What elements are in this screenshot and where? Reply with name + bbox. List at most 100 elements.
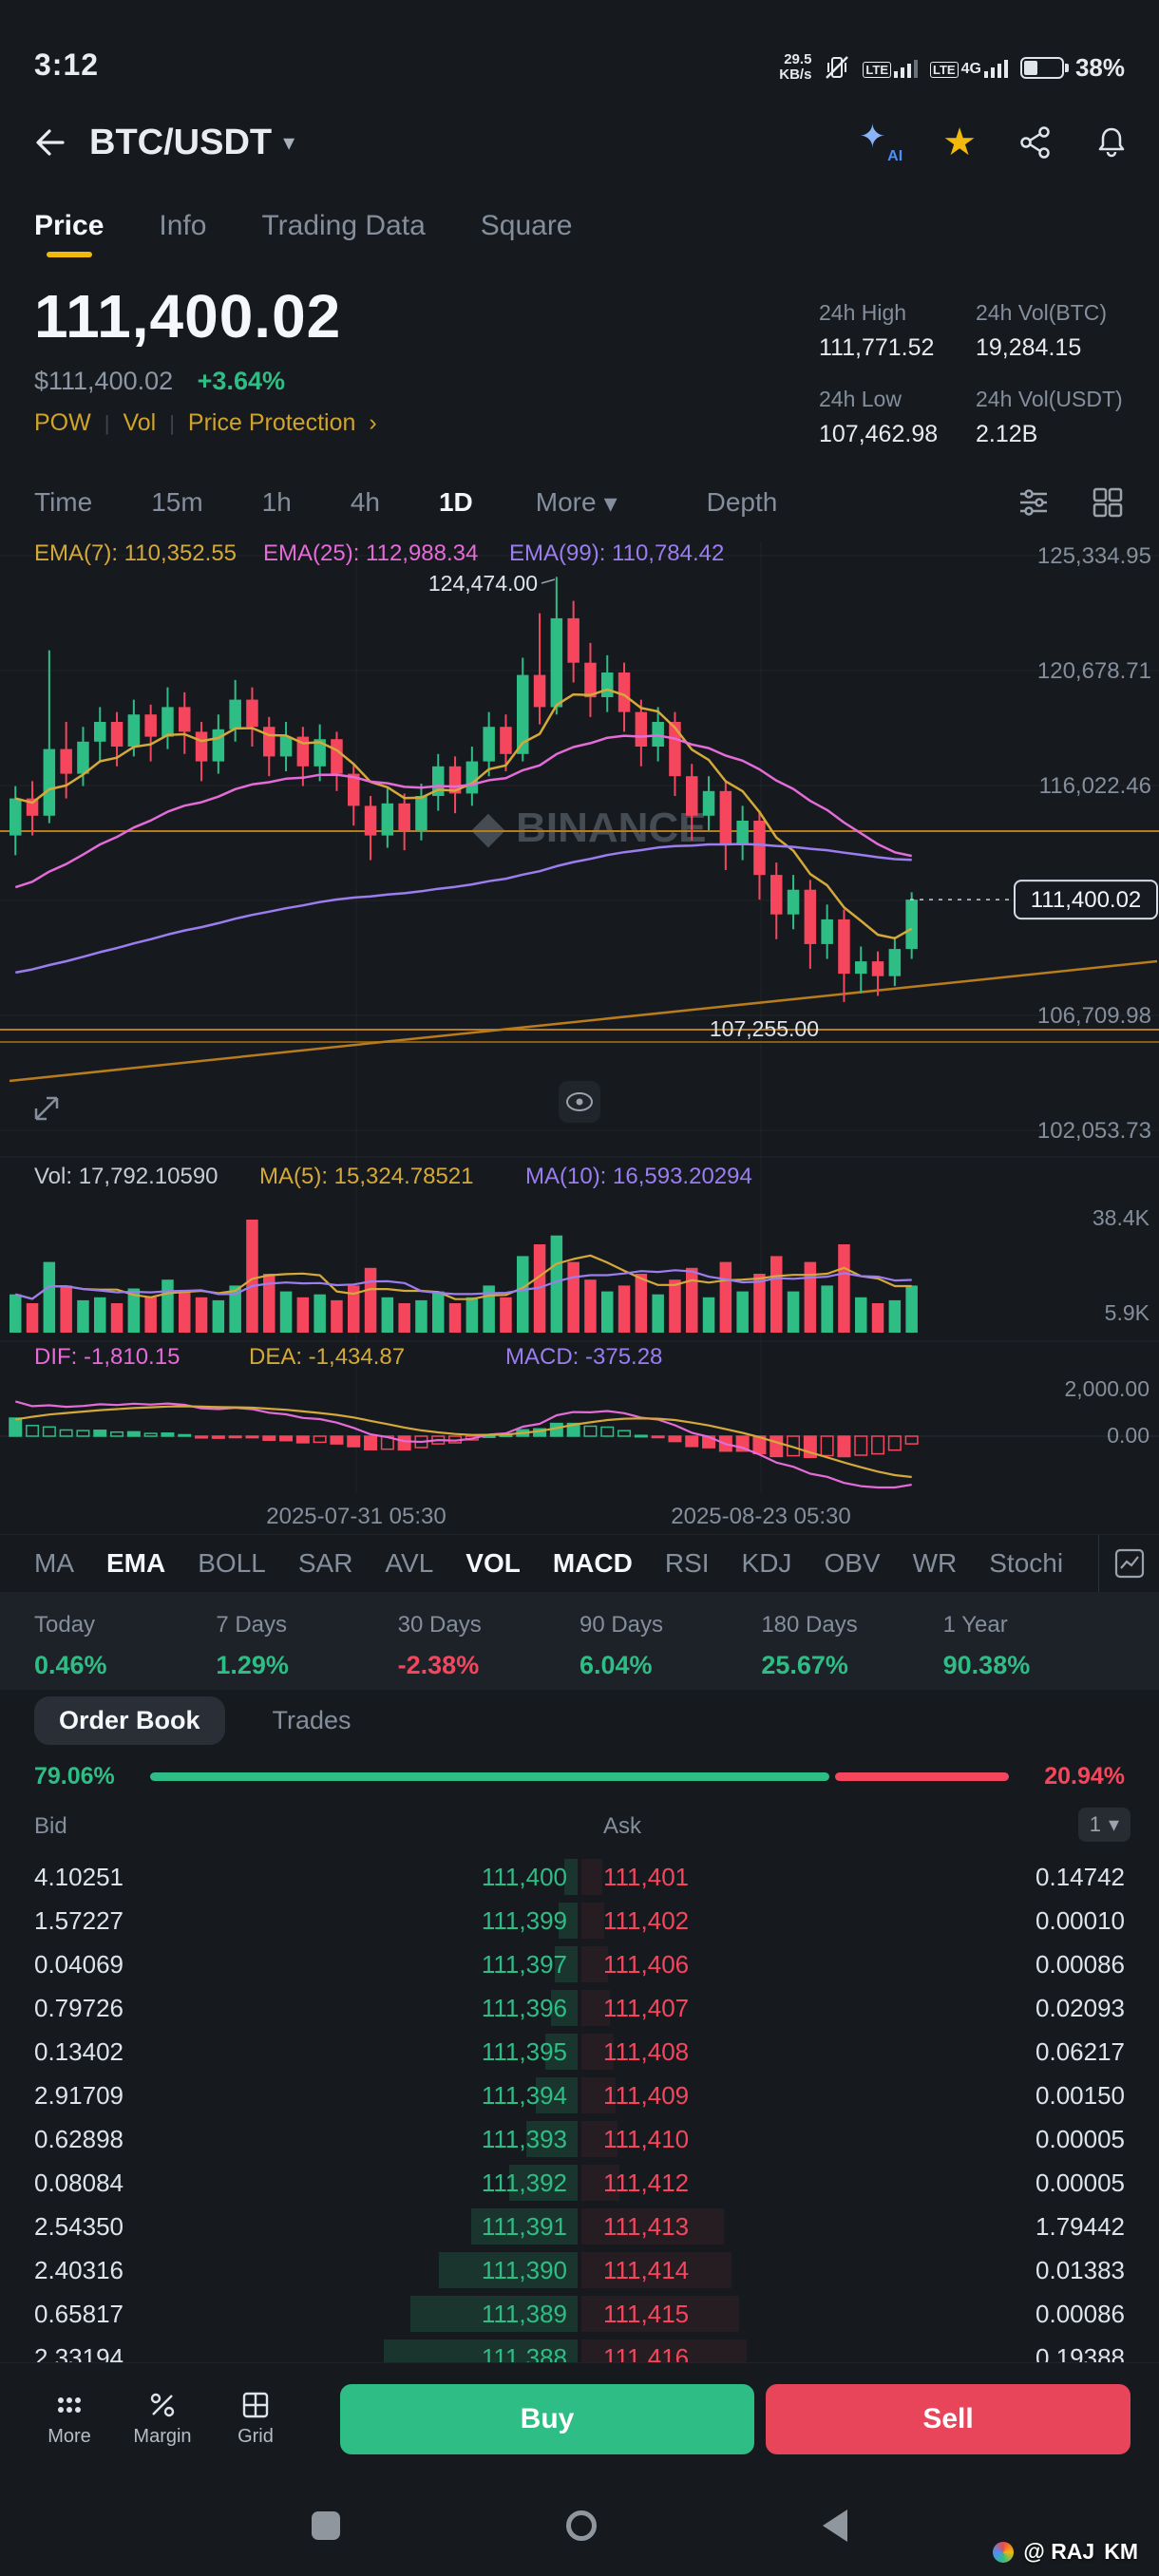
- ratio-bar: [150, 1771, 1009, 1781]
- ai-assistant-button[interactable]: ✦ AI: [859, 119, 902, 164]
- price-protection-link[interactable]: Price Protection: [187, 409, 356, 436]
- favorite-star-icon[interactable]: ★: [942, 122, 977, 163]
- price-chart[interactable]: ◆ BINANCE 124,474.00 107,255.00 111,400.02 1…: [0, 532, 1159, 1534]
- tab-info[interactable]: Info: [159, 209, 207, 241]
- back-arrow-icon: [36, 129, 65, 156]
- indicator-macd[interactable]: MACD: [552, 1548, 633, 1578]
- bid-price[interactable]: 111,396: [481, 1994, 567, 2022]
- ask-price[interactable]: 111,407: [603, 1994, 690, 2022]
- orderbook-row: 2.33194 111,388 111,416 0.19388: [0, 2336, 1159, 2362]
- perf-30-days: 30 Days -2.38%: [397, 1612, 482, 1679]
- indicator-obv[interactable]: OBV: [824, 1548, 881, 1578]
- pow-tag[interactable]: POW: [34, 409, 91, 436]
- precision-value: 1: [1089, 1812, 1101, 1836]
- layout-grid-icon[interactable]: [1091, 485, 1125, 520]
- ask-qty: 0.19388: [1036, 2343, 1125, 2362]
- tab-square[interactable]: Square: [480, 209, 573, 241]
- timeframe-1h[interactable]: 1h: [261, 487, 292, 517]
- chevron-down-icon: ▾: [1108, 1812, 1119, 1836]
- more-button[interactable]: More: [28, 2390, 110, 2448]
- bid-price[interactable]: 111,389: [481, 2300, 567, 2328]
- tab-trades[interactable]: Trades: [272, 1705, 352, 1734]
- precision-selector[interactable]: 1 ▾: [1077, 1808, 1130, 1842]
- bid-price[interactable]: 111,388: [481, 2343, 567, 2362]
- more-label: More: [535, 487, 597, 517]
- margin-button[interactable]: Margin: [122, 2390, 203, 2448]
- svg-text:5.9K: 5.9K: [1105, 1300, 1150, 1325]
- more-timeframes-button[interactable]: More ▾: [536, 487, 618, 519]
- grid-label: Grid: [238, 2426, 274, 2447]
- ask-price[interactable]: 111,402: [603, 1906, 690, 1935]
- bid-qty: 0.62898: [34, 2125, 124, 2153]
- indicator-ma[interactable]: MA: [34, 1548, 74, 1578]
- orderbook-row: 2.91709 111,394 111,409 0.00150: [0, 2074, 1159, 2117]
- indicator-rsi[interactable]: RSI: [664, 1548, 710, 1578]
- timeframe-time[interactable]: Time: [34, 487, 93, 517]
- ask-ratio-bar: [834, 1771, 1009, 1781]
- svg-text:2025-07-31 05:30: 2025-07-31 05:30: [266, 1504, 446, 1529]
- bid-price[interactable]: 111,390: [481, 2256, 567, 2284]
- ask-price[interactable]: 111,416: [603, 2343, 690, 2362]
- ask-price[interactable]: 111,413: [603, 2212, 690, 2241]
- ask-price[interactable]: 111,414: [603, 2256, 690, 2284]
- indicator-sar[interactable]: SAR: [297, 1548, 353, 1578]
- bid-qty: 2.40316: [34, 2256, 124, 2284]
- orderbook-row: 0.79726 111,396 111,407 0.02093: [0, 1986, 1159, 2030]
- bid-price[interactable]: 111,397: [481, 1950, 567, 1979]
- ask-price[interactable]: 111,406: [603, 1950, 690, 1979]
- indicator-boll[interactable]: BOLL: [198, 1548, 266, 1578]
- pair-selector[interactable]: BTC/USDT ▾: [89, 123, 294, 163]
- bid-price[interactable]: 111,400: [481, 1863, 567, 1891]
- svg-text:MA(10): 16,593.20294: MA(10): 16,593.20294: [525, 1164, 752, 1189]
- tab-trading-data[interactable]: Trading Data: [261, 209, 426, 241]
- bid-price[interactable]: 111,392: [481, 2169, 567, 2197]
- ask-column-header: Ask: [603, 1813, 642, 1839]
- timeframe-4h[interactable]: 4h: [350, 487, 380, 517]
- svg-text:MACD: -375.28: MACD: -375.28: [505, 1344, 662, 1370]
- bell-icon[interactable]: [1094, 125, 1129, 160]
- bid-price[interactable]: 111,399: [481, 1906, 567, 1935]
- ask-price[interactable]: 111,408: [603, 2037, 690, 2066]
- recents-button[interactable]: [312, 2510, 340, 2540]
- android-back-button[interactable]: [823, 2509, 847, 2542]
- tab-price[interactable]: Price: [34, 191, 104, 261]
- buy-button[interactable]: Buy: [340, 2383, 754, 2454]
- indicator-settings-button[interactable]: [1098, 1535, 1159, 1592]
- grid-button[interactable]: Grid: [215, 2390, 296, 2448]
- bid-qty: 0.04069: [34, 1950, 124, 1979]
- share-icon[interactable]: [1018, 125, 1053, 160]
- indicator-ema[interactable]: EMA: [106, 1548, 166, 1578]
- indicator-vol[interactable]: VOL: [466, 1548, 521, 1578]
- vol-tag[interactable]: Vol: [123, 409, 157, 436]
- indicator-wr[interactable]: WR: [912, 1548, 958, 1578]
- live-price-box: [1014, 880, 1158, 920]
- ask-price[interactable]: 111,410: [603, 2125, 690, 2153]
- margin-label: Margin: [133, 2426, 192, 2447]
- ask-qty: 0.01383: [1036, 2256, 1125, 2284]
- home-button[interactable]: [566, 2510, 597, 2541]
- bid-price[interactable]: 111,395: [481, 2037, 567, 2066]
- ask-price[interactable]: 111,415: [603, 2300, 690, 2328]
- indicator-kdj[interactable]: KDJ: [741, 1548, 792, 1578]
- bid-price[interactable]: 111,394: [481, 2081, 567, 2110]
- price-section: 111,400.02 $111,400.02 +3.64% POW | Vol …: [0, 266, 1159, 473]
- indicator-avl[interactable]: AVL: [385, 1548, 434, 1578]
- signal-bars-icon: [983, 60, 1008, 78]
- depth-tab[interactable]: Depth: [706, 487, 778, 517]
- ask-price[interactable]: 111,409: [603, 2081, 690, 2110]
- back-button[interactable]: [30, 123, 68, 161]
- ask-price[interactable]: 111,401: [603, 1863, 690, 1891]
- bid-qty: 0.13402: [34, 2037, 124, 2066]
- candlesticks: [10, 577, 918, 1002]
- performance-panel: Today 0.46% 7 Days 1.29% 30 Days -2.38% 90 Day…: [0, 1593, 1159, 1690]
- timeframe-1d[interactable]: 1D: [438, 487, 473, 517]
- timeframe-15m[interactable]: 15m: [151, 487, 203, 517]
- more-label: More: [48, 2426, 91, 2447]
- bid-price[interactable]: 111,391: [481, 2212, 567, 2241]
- sell-button[interactable]: Sell: [766, 2383, 1130, 2454]
- indicator-stochi[interactable]: Stochi: [989, 1548, 1064, 1578]
- chart-settings-icon[interactable]: [1016, 485, 1051, 520]
- ask-price[interactable]: 111,412: [603, 2169, 690, 2197]
- bid-price[interactable]: 111,393: [481, 2125, 567, 2153]
- tab-order-book[interactable]: Order Book: [34, 1695, 225, 1745]
